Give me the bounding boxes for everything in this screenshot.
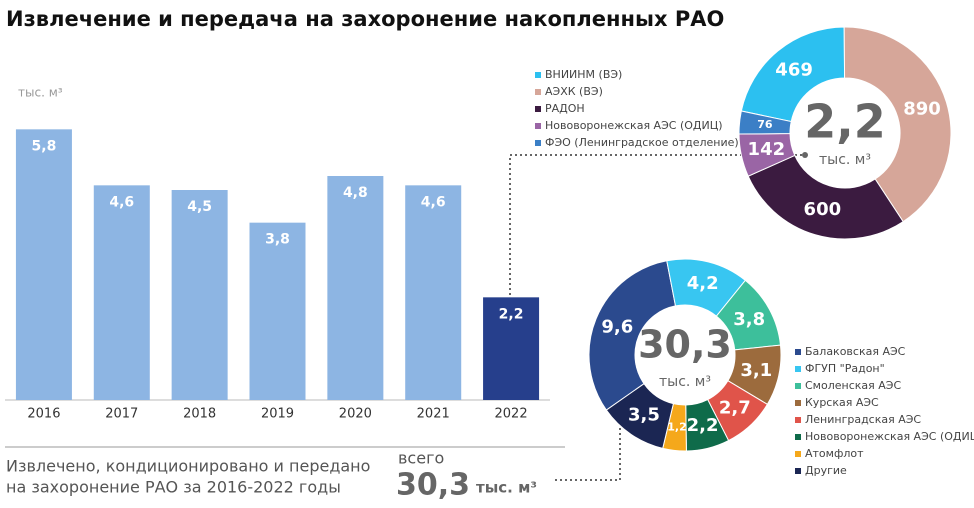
legend-label: Нововоронежская АЭС (ОДИЦ) (805, 430, 974, 443)
segment-label: 3,1 (740, 360, 772, 381)
bar (15, 129, 72, 401)
legend-label: Балаковская АЭС (805, 345, 906, 358)
segment-label: 142 (748, 139, 786, 160)
legend-swatch (535, 89, 541, 95)
legend-swatch (795, 383, 801, 389)
legend-label: Курская АЭС (805, 396, 879, 409)
legend-label: ФЭО (Ленинградское отделение) (545, 136, 739, 149)
title: Извлечение и передача на захоронение нак… (6, 7, 724, 31)
connector (509, 154, 805, 300)
summary-prefix: всего (398, 449, 444, 468)
legend-swatch (535, 72, 541, 78)
donut-segment (738, 110, 792, 135)
summary-text: на захоронение РАО за 2016-2022 годы (6, 478, 341, 497)
legend-swatch (795, 451, 801, 457)
legend-label: ФГУП "Радон" (805, 362, 885, 375)
summary-total: 30,3 (396, 468, 470, 503)
bar-value-label: 4,5 (187, 199, 212, 215)
legend-swatch (535, 140, 541, 146)
segment-label: 9,6 (601, 317, 633, 338)
donut-total: 2,2 (804, 95, 886, 149)
bar-value-label: 2,2 (499, 306, 524, 322)
legend-swatch (535, 106, 541, 112)
segment-label: 3,8 (733, 309, 765, 330)
x-tick-label: 2020 (339, 407, 372, 422)
legend-swatch (795, 400, 801, 406)
bar-value-label: 5,8 (32, 138, 57, 154)
legend-label: Смоленская АЭС (805, 379, 901, 392)
segment-label: 890 (903, 99, 941, 120)
segment-label: 469 (775, 60, 813, 81)
bar-value-label: 4,8 (343, 185, 368, 201)
donut-unit: тыс. м³ (659, 374, 711, 390)
bar-value-label: 4,6 (421, 194, 446, 210)
bar (249, 222, 306, 400)
legend-swatch (795, 366, 801, 372)
segment-label: 1,2 (667, 421, 687, 434)
legend-label: Ленинградская АЭС (805, 413, 921, 426)
x-tick-label: 2017 (105, 407, 138, 422)
legend-label: Другие (805, 464, 847, 477)
segment-label: 2,2 (687, 415, 719, 436)
segment-label: 4,2 (687, 273, 719, 294)
bar-value-label: 3,8 (265, 232, 290, 248)
legend-swatch (795, 417, 801, 423)
x-tick-label: 2019 (261, 407, 294, 422)
legend-label: АЭХК (ВЭ) (545, 85, 603, 98)
legend-label: ВНИИНМ (ВЭ) (545, 68, 622, 81)
legend-swatch (795, 349, 801, 355)
summary-text: Извлечено, кондиционировано и передано (6, 457, 370, 476)
legend-swatch (535, 123, 541, 129)
bar (93, 185, 150, 400)
bar (171, 190, 228, 400)
segment-label: 600 (804, 199, 842, 220)
legend-swatch (795, 468, 801, 474)
donut-segment (588, 260, 677, 411)
donut-total: 30,3 (638, 323, 732, 367)
legend-label: РАДОН (545, 102, 585, 115)
connector-dot (802, 152, 808, 158)
donut-segment (843, 26, 952, 223)
bar (327, 176, 384, 400)
x-tick-label: 2021 (417, 407, 450, 422)
legend-label: Нововоронежская АЭС (ОДИЦ) (545, 119, 723, 132)
x-tick-label: 2016 (27, 407, 60, 422)
x-tick-label: 2018 (183, 407, 216, 422)
segment-label: 3,5 (628, 404, 660, 425)
segment-label: 2,7 (719, 397, 751, 418)
bar (405, 185, 462, 400)
summary-unit: тыс. м³ (476, 479, 537, 497)
legend-label: Атомфлот (805, 447, 864, 460)
bar-value-label: 4,6 (109, 194, 134, 210)
donut-segment (605, 382, 675, 449)
bar (483, 297, 540, 400)
segment-label: 76 (757, 118, 773, 131)
legend-swatch (795, 434, 801, 440)
y-unit: тыс. м³ (18, 86, 63, 100)
x-tick-label: 2022 (495, 407, 528, 422)
donut-segment (747, 154, 904, 240)
donut-unit: тыс. м³ (819, 152, 871, 168)
